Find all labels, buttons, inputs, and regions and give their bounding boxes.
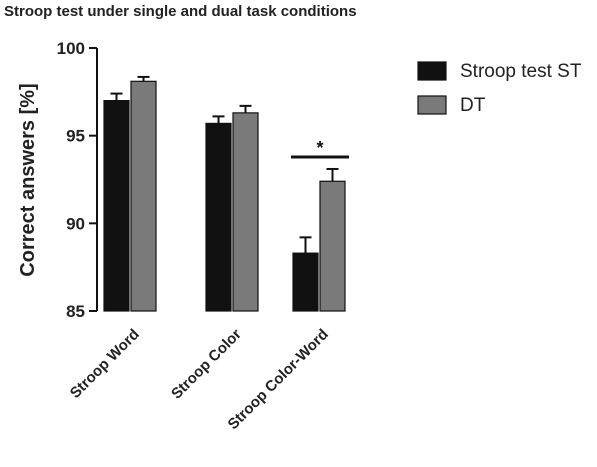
y-tick-label: 100 [57, 39, 85, 58]
legend-label: Stroop test ST [460, 61, 582, 82]
bar [205, 122, 232, 312]
bar [319, 180, 346, 312]
y-tick-label: 90 [66, 214, 85, 233]
bar [103, 99, 130, 312]
bar [232, 112, 259, 312]
legend-swatch [417, 95, 447, 115]
bar [130, 80, 157, 312]
y-tick-label: 95 [66, 127, 85, 146]
legend-swatch [417, 61, 447, 81]
significance-label: * [316, 138, 323, 158]
y-axis-label: Correct answers [%] [17, 83, 39, 276]
x-tick-label: Stroop Word [67, 326, 143, 402]
legend: Stroop test ST DT [417, 61, 582, 116]
chart-title: Stroop test under single and dual task c… [4, 3, 357, 20]
legend-label: DT [460, 95, 486, 116]
x-tick-label: Stroop Color [168, 326, 245, 403]
bar [292, 252, 319, 312]
y-tick-label: 85 [66, 302, 85, 321]
